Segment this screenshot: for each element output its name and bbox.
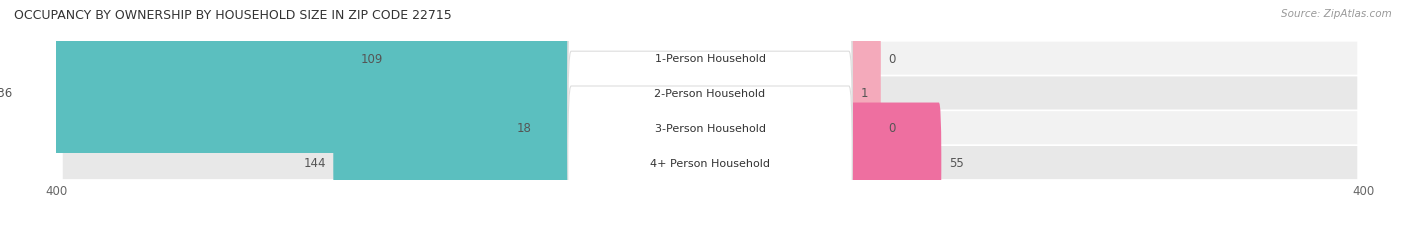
FancyBboxPatch shape	[846, 34, 853, 153]
Text: 3-Person Household: 3-Person Household	[655, 123, 765, 133]
FancyBboxPatch shape	[391, 0, 574, 119]
FancyBboxPatch shape	[846, 0, 880, 119]
Text: OCCUPANCY BY OWNERSHIP BY HOUSEHOLD SIZE IN ZIP CODE 22715: OCCUPANCY BY OWNERSHIP BY HOUSEHOLD SIZE…	[14, 9, 451, 22]
FancyBboxPatch shape	[846, 68, 880, 188]
Text: 55: 55	[949, 156, 963, 169]
Text: 109: 109	[361, 52, 382, 65]
FancyBboxPatch shape	[846, 103, 941, 223]
FancyBboxPatch shape	[540, 68, 574, 188]
FancyBboxPatch shape	[568, 52, 852, 204]
FancyBboxPatch shape	[63, 77, 1357, 110]
Text: Source: ZipAtlas.com: Source: ZipAtlas.com	[1281, 9, 1392, 19]
FancyBboxPatch shape	[568, 0, 852, 135]
Text: 0: 0	[889, 122, 896, 135]
FancyBboxPatch shape	[568, 87, 852, 231]
Text: 1-Person Household: 1-Person Household	[655, 54, 765, 64]
Text: 4+ Person Household: 4+ Person Household	[650, 158, 770, 168]
FancyBboxPatch shape	[63, 146, 1357, 179]
FancyBboxPatch shape	[20, 34, 574, 153]
Text: 0: 0	[889, 52, 896, 65]
Text: 2-Person Household: 2-Person Household	[654, 88, 766, 99]
FancyBboxPatch shape	[63, 112, 1357, 145]
FancyBboxPatch shape	[63, 43, 1357, 75]
Text: 336: 336	[0, 87, 13, 100]
FancyBboxPatch shape	[333, 103, 574, 223]
Text: 144: 144	[304, 156, 326, 169]
Text: 18: 18	[517, 122, 531, 135]
Text: 1: 1	[860, 87, 868, 100]
FancyBboxPatch shape	[568, 17, 852, 170]
